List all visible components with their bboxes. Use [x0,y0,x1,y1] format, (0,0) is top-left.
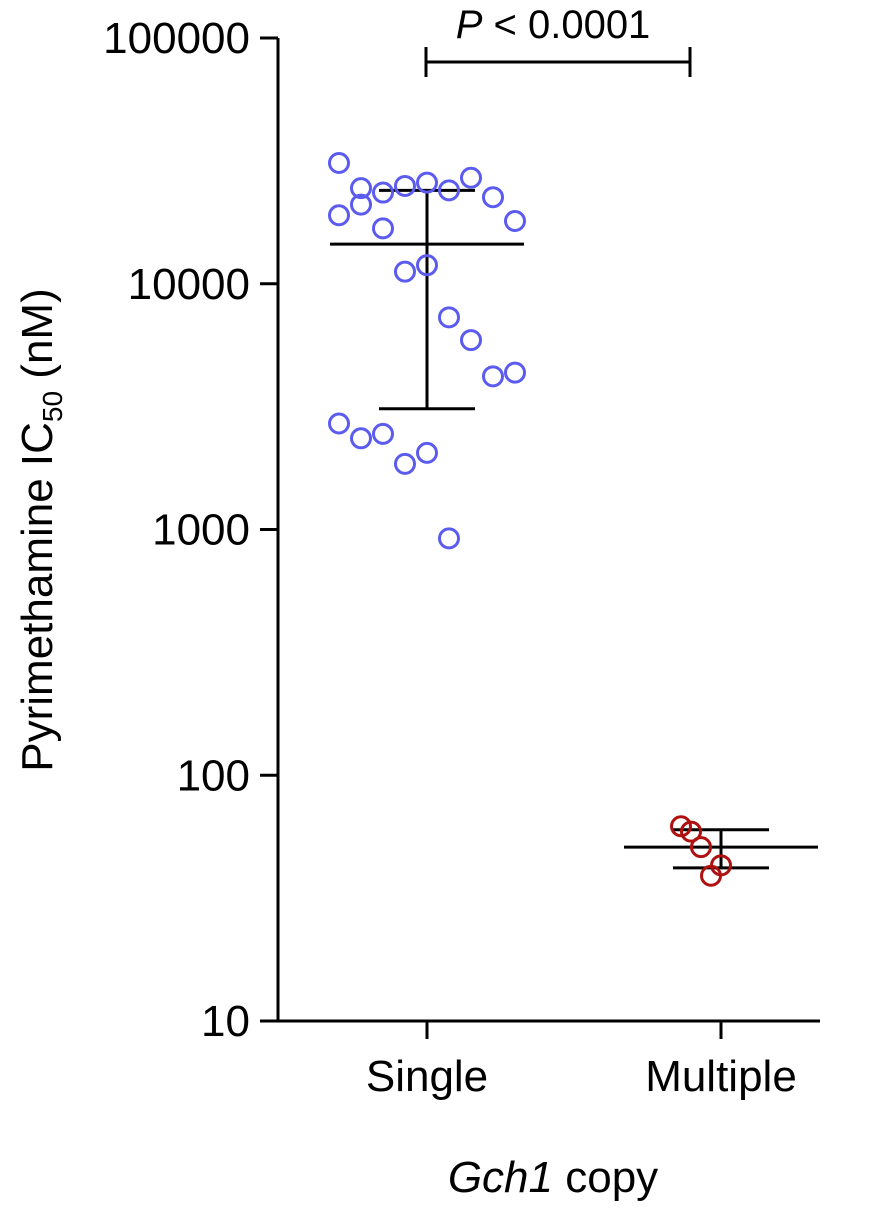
data-point [710,854,732,877]
x-tick-label: Multiple [645,1052,797,1101]
data-point [438,306,460,329]
significance-annotation: P < 0.0001 [424,3,692,77]
data-point [372,181,394,204]
data-point [416,171,438,194]
data-points [328,151,732,887]
data-point [372,217,394,240]
data-point [438,179,460,202]
data-point [504,210,526,233]
data-point [328,412,350,435]
data-point [438,527,460,550]
data-point [394,452,416,475]
data-point [460,329,482,352]
p-value-label: P < 0.0001 [456,3,651,47]
x-axis-title-rest: copy [553,1153,658,1202]
error-bars [330,188,818,870]
data-point [482,365,504,388]
x-axis-title-italic: Gch1 [448,1153,553,1202]
data-point [416,254,438,277]
data-point [680,820,702,843]
p-italic: P [456,3,483,47]
data-point [394,174,416,197]
data-point [350,427,372,450]
y-tick-label: 10000 [128,260,250,309]
x-tick-label: Single [366,1052,488,1101]
y-ticks: 10 100 1000 10000 100000 [103,14,278,1046]
y-tick-label: 10 [201,997,250,1046]
data-point [690,836,712,859]
y-tick-label: 100000 [103,14,250,63]
x-axis-title: Gch1 copy [448,1153,658,1202]
data-point [372,422,394,445]
data-point [482,186,504,209]
y-axis-title-sub: 50 [37,391,68,422]
axes: Single Multiple [276,38,820,1101]
data-point [416,441,438,464]
y-axis-title-unit: (nM) [13,288,62,391]
y-tick-label: 1000 [152,506,250,555]
p-rest: < 0.0001 [482,3,650,47]
data-point [350,193,372,216]
y-axis-title: Pyrimethamine IC50 (nM) [13,288,68,771]
data-point [328,204,350,227]
data-point [460,166,482,189]
data-point [350,177,372,200]
y-axis-title-main: Pyrimethamine IC [13,422,62,772]
data-point [328,151,350,174]
y-tick-label: 100 [177,751,250,800]
data-point [394,260,416,283]
data-point [504,361,526,384]
